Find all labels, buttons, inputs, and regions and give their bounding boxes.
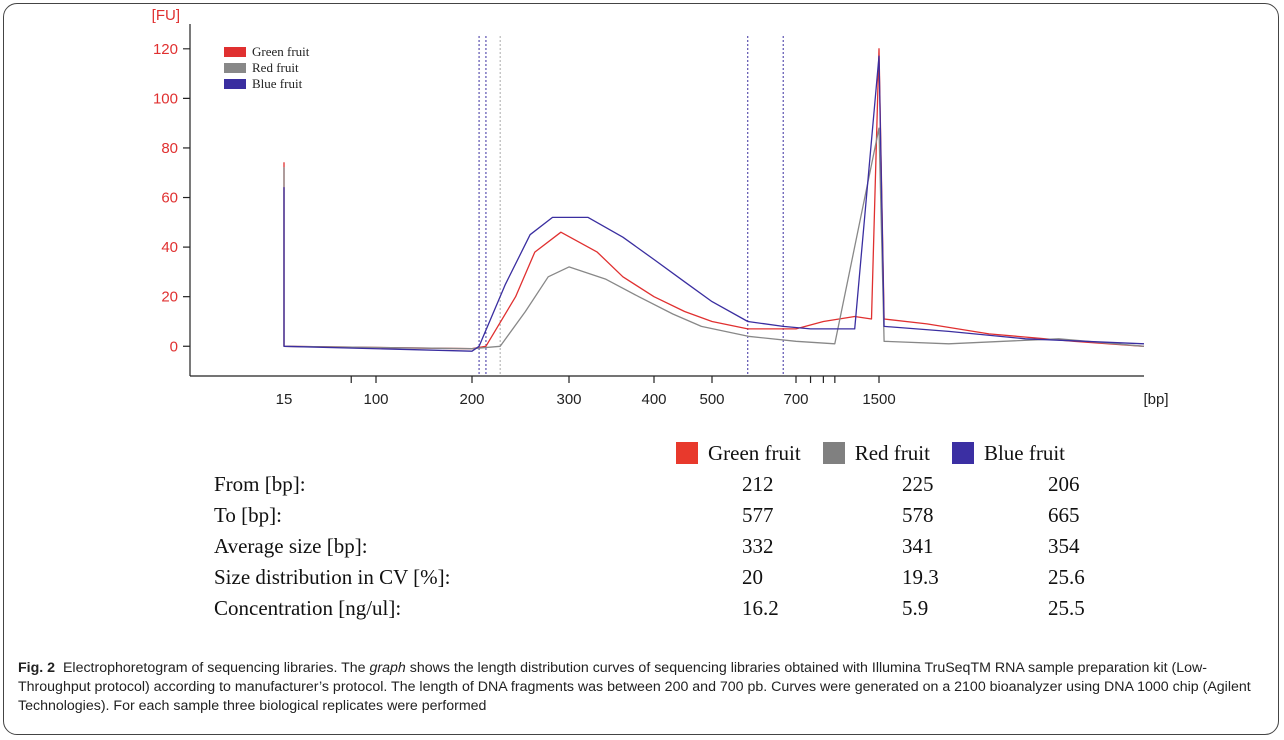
legend-label: Blue fruit — [252, 76, 303, 91]
caption-text-2: shows the length distribution curves of … — [18, 660, 1251, 714]
legend-swatch — [224, 47, 246, 57]
row-label: Size distribution in CV [%]: — [214, 565, 451, 589]
y-tick-label: 80 — [161, 140, 178, 157]
blue-swatch — [951, 442, 974, 464]
legend-green: Green fruit — [676, 441, 801, 466]
y-tick-label: 100 — [153, 90, 178, 107]
x-unit-label: [bp] — [1143, 391, 1168, 408]
x-tick-label: 1500 — [862, 391, 895, 408]
y-tick-label: 20 — [161, 289, 178, 306]
x-tick-label: 300 — [556, 391, 581, 408]
x-tick-label: 200 — [459, 391, 484, 408]
legend-red-label: Red fruit — [854, 440, 930, 465]
y-tick-label: 40 — [161, 239, 178, 256]
table-row: From [bp]: 212 225 206 — [214, 472, 1080, 500]
legend-blue: Blue fruit — [951, 440, 1066, 466]
legend-swatch — [224, 79, 246, 89]
cell-green: 20 — [742, 565, 763, 589]
series-line-green — [283, 48, 1145, 350]
cell-red: 5.9 — [902, 596, 929, 620]
x-tick-label: 400 — [641, 391, 666, 408]
fig-label: Fig. 2 — [18, 660, 56, 676]
cell-blue: 665 — [1048, 503, 1080, 527]
caption-text-1: Electrophoretogram of sequencing librari… — [62, 660, 366, 676]
cell-green: 332 — [742, 534, 774, 558]
legend-green-label: Green fruit — [708, 440, 801, 465]
table-legend: Green fruit Red fruit Blue fruit — [676, 438, 1087, 468]
x-tick-label: 100 — [363, 391, 388, 408]
legend-label: Green fruit — [252, 44, 310, 59]
cell-green: 16.2 — [742, 596, 779, 620]
y-tick-label: 60 — [161, 190, 178, 207]
caption-italic: graph — [369, 660, 406, 676]
table-row: Concentration [ng/ul]: 16.2 5.9 25.5 — [214, 596, 1085, 624]
series-line-red — [283, 127, 1145, 350]
red-swatch — [822, 442, 845, 464]
x-tick-label: 700 — [783, 391, 808, 408]
cell-blue: 25.6 — [1048, 565, 1085, 589]
row-label: Concentration [ng/ul]: — [214, 596, 402, 620]
table-row: To [bp]: 577 578 665 — [214, 503, 1080, 531]
green-swatch — [676, 442, 698, 464]
y-tick-label: 0 — [170, 338, 178, 355]
legend-blue-label: Blue fruit — [983, 440, 1066, 465]
x-tick-label: 500 — [699, 391, 724, 408]
cell-green: 212 — [742, 472, 774, 496]
cell-red: 19.3 — [902, 565, 939, 589]
series-line-blue — [283, 55, 1145, 352]
cell-blue: 354 — [1048, 534, 1080, 558]
y-tick-label: 120 — [153, 41, 178, 58]
figure-caption: Fig. 2 Electrophoretogram of sequencing … — [18, 659, 1268, 716]
cell-red: 225 — [902, 472, 934, 496]
x-tick-label: 15 — [276, 391, 293, 408]
cell-green: 577 — [742, 503, 774, 527]
electrophoretogram-chart: [FU] 0 20 40 60 80 100 120 15 100 200 300 400 500 700 1… — [152, 7, 1169, 408]
row-label: From [bp]: — [214, 472, 306, 496]
figure-frame: [FU] 0 20 40 60 80 100 120 15 100 200 300 400 500 700 1… — [3, 3, 1279, 735]
legend-label: Red fruit — [252, 60, 299, 75]
y-unit-label: [FU] — [152, 7, 180, 24]
legend-red: Red fruit — [822, 440, 930, 466]
table-row: Size distribution in CV [%]: 20 19.3 25.6 — [214, 565, 1085, 593]
cell-red: 341 — [902, 534, 934, 558]
cell-blue: 206 — [1048, 472, 1080, 496]
cell-blue: 25.5 — [1048, 596, 1085, 620]
legend-swatch — [224, 63, 246, 73]
row-label: Average size [bp]: — [214, 534, 368, 558]
table-row: Average size [bp]: 332 341 354 — [214, 534, 1080, 562]
cell-red: 578 — [902, 503, 934, 527]
row-label: To [bp]: — [214, 503, 282, 527]
